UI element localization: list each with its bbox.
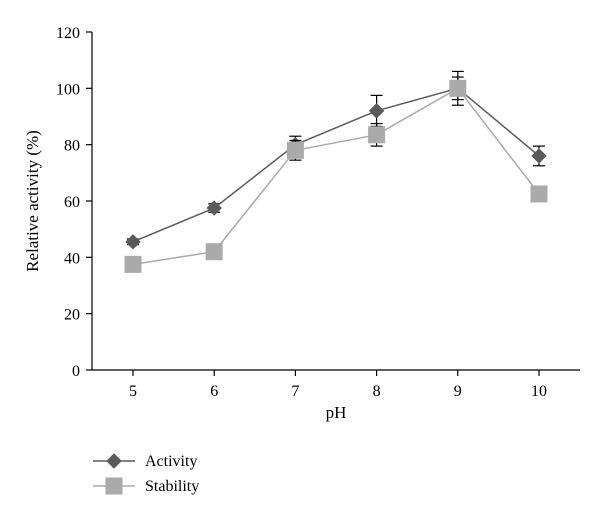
- y-tick-label: 120: [56, 25, 80, 42]
- data-point-activity: [368, 103, 385, 119]
- series-line-stability: [132, 87, 540, 266]
- axes: 0 20 40 60 80 100 120 5 6 7 8 9 10: [56, 25, 580, 400]
- data-point-activity: [531, 148, 547, 164]
- y-tick-label: 60: [64, 194, 80, 211]
- legend-label: Stability: [145, 478, 199, 495]
- y-tick-label: 100: [56, 81, 80, 98]
- legend-marker: [105, 477, 123, 495]
- y-tick-label: 0: [72, 363, 80, 380]
- series-stability: [124, 76, 548, 273]
- legend-label: Activity: [145, 453, 197, 470]
- legend-marker: [106, 453, 122, 469]
- series-layer: [124, 70, 548, 273]
- data-point-stability: [368, 126, 386, 144]
- x-tick-label: 9: [454, 383, 462, 400]
- data-point-stability: [449, 79, 467, 97]
- series-line-activity: [132, 87, 540, 243]
- x-tick-label: 6: [210, 383, 218, 400]
- legend: Activity Stability: [93, 453, 199, 495]
- legend-item-stability: Stability: [93, 477, 199, 495]
- y-tick-label: 80: [64, 138, 80, 155]
- x-tick-label: 10: [531, 383, 547, 400]
- y-ticks: 0 20 40 60 80 100 120: [56, 25, 92, 380]
- x-ticks: 5 6 7 8 9 10: [129, 370, 547, 400]
- x-tick-label: 5: [129, 383, 137, 400]
- data-point-stability: [286, 141, 304, 159]
- data-point-activity: [125, 234, 141, 250]
- data-point-stability: [205, 243, 223, 261]
- x-tick-label: 7: [291, 383, 299, 400]
- x-tick-label: 8: [373, 383, 381, 400]
- data-point-stability: [124, 255, 142, 273]
- data-point-activity: [206, 200, 222, 216]
- legend-item-activity: Activity: [93, 453, 197, 470]
- data-point-stability: [530, 185, 548, 203]
- y-tick-label: 40: [64, 250, 80, 267]
- y-tick-label: 20: [64, 307, 80, 324]
- y-axis-label: Relative activity (%): [23, 130, 42, 272]
- x-axis-label: pH: [326, 403, 347, 422]
- series-activity: [125, 70, 547, 250]
